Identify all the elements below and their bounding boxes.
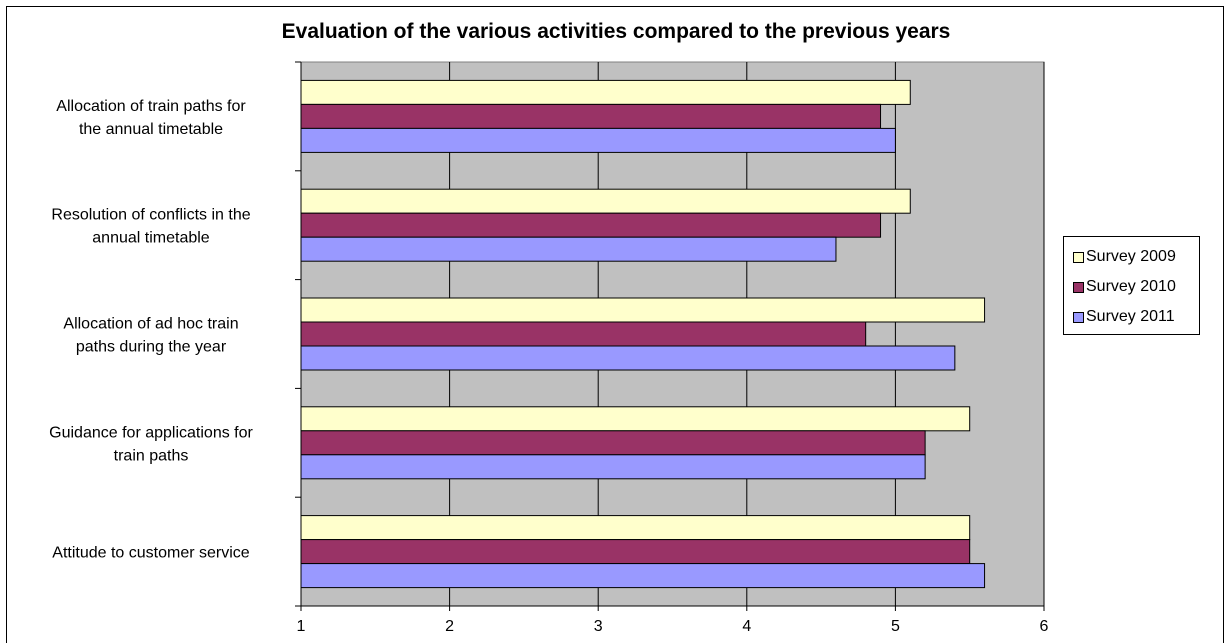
legend-label: Survey 2010	[1086, 278, 1176, 295]
legend: Survey 2009 Survey 2010 Survey 2011	[1063, 236, 1200, 335]
bar	[300, 321, 867, 347]
category-label: Allocation of train paths for	[56, 98, 246, 115]
bar	[300, 563, 986, 589]
bar	[300, 297, 986, 323]
x-tick-label: 4	[742, 618, 751, 635]
bar	[300, 345, 956, 371]
category-label: Attitude to customer service	[52, 545, 250, 562]
bar	[300, 103, 882, 129]
legend-label: Survey 2009	[1086, 248, 1176, 265]
x-tick-label: 5	[891, 618, 900, 635]
bar	[300, 236, 837, 262]
x-tick-label: 1	[297, 618, 306, 635]
bar	[300, 515, 971, 541]
bar	[300, 539, 971, 565]
legend-label: Survey 2011	[1086, 308, 1175, 325]
legend-item: Survey 2010	[1064, 272, 1199, 302]
category-label: Allocation of ad hoc train	[63, 316, 238, 333]
legend-item: Survey 2011	[1064, 302, 1199, 332]
bar	[300, 454, 926, 480]
x-tick-label: 6	[1040, 618, 1049, 635]
legend-item: Survey 2009	[1064, 242, 1199, 272]
bar	[300, 127, 896, 153]
bar	[300, 430, 926, 456]
x-tick-label: 2	[445, 618, 454, 635]
bar	[300, 188, 911, 214]
x-tick-label: 3	[594, 618, 603, 635]
legend-swatch	[1073, 251, 1084, 263]
category-label: paths during the year	[76, 339, 227, 356]
bar	[300, 79, 911, 105]
category-label: train paths	[114, 447, 189, 464]
legend-swatch	[1073, 311, 1084, 323]
category-label: the annual timetable	[79, 121, 223, 138]
bar	[300, 406, 971, 432]
category-label: Guidance for applications for	[49, 424, 253, 441]
legend-swatch	[1073, 281, 1084, 293]
chart-title: Evaluation of the various activities com…	[281, 20, 951, 43]
bar	[300, 212, 882, 238]
category-label: annual timetable	[92, 230, 210, 247]
category-label: Resolution of conflicts in the	[51, 207, 250, 224]
